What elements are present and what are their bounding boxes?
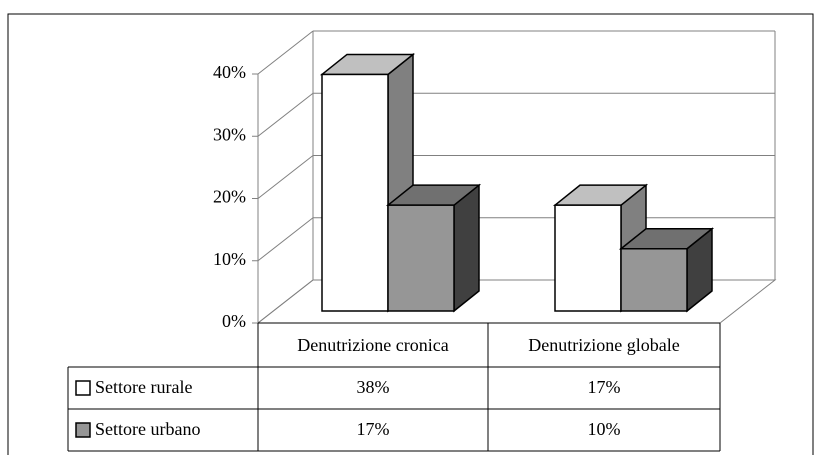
y-tick-label: 0% [222, 311, 246, 331]
legend-swatch [75, 422, 91, 438]
y-tick-label: 30% [213, 124, 246, 144]
category-label: Denutrizione globale [528, 335, 679, 355]
grid-line [257, 279, 314, 324]
bar [387, 204, 455, 312]
bar-side [453, 183, 480, 313]
legend-label: Settore urbano [95, 419, 200, 439]
grid-line [257, 217, 314, 262]
table-value: 17% [588, 377, 621, 397]
bar [554, 204, 622, 312]
grid-line [257, 92, 314, 137]
grid-line [257, 30, 314, 75]
grid-line [257, 155, 314, 199]
chart-border [7, 13, 814, 455]
y-tick-label: 40% [213, 62, 246, 82]
bar [620, 248, 688, 312]
category-label: Denutrizione cronica [297, 335, 448, 355]
table-value: 38% [357, 377, 390, 397]
legend-swatch [75, 380, 91, 396]
y-tick-label: 20% [213, 187, 246, 207]
table-value: 10% [588, 419, 621, 439]
y-tick-label: 10% [213, 249, 246, 269]
bar [321, 73, 389, 312]
table-value: 17% [357, 419, 390, 439]
legend-label: Settore rurale [95, 377, 192, 397]
